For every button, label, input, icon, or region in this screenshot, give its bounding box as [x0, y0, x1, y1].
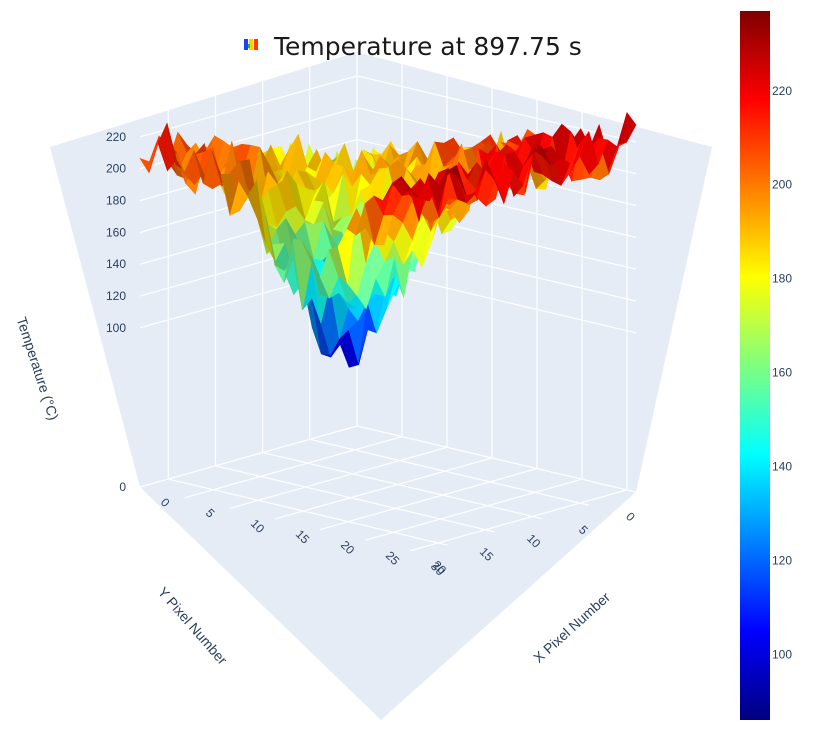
z-tick-label: 0	[119, 480, 126, 494]
z-axis-ticks: 0 100 120 140 160 180 200 220	[106, 130, 126, 494]
y-tick-label: 0	[623, 509, 638, 524]
colorbar-gradient	[740, 11, 770, 720]
colorbar-tick-label: 120	[772, 553, 792, 567]
grid-line-y	[167, 105, 448, 546]
temperature-surface	[139, 112, 637, 368]
z-tick-label: 120	[106, 289, 126, 303]
colorbar-tick-label: 140	[772, 459, 792, 473]
surface-cell	[409, 178, 429, 222]
colorbar-tick-label: 100	[772, 647, 792, 661]
grid-line-y	[214, 91, 495, 533]
title-group: Temperature at 897.75 s	[244, 32, 582, 61]
z-tick-label: 180	[106, 194, 126, 208]
z-axis-title: Temperature (°C)	[14, 315, 62, 422]
y-axis-title: Y Pixel Number	[155, 584, 231, 668]
colorbar-tick-label: 200	[772, 178, 792, 192]
chart-logo-icon	[244, 39, 258, 50]
z-tick-label: 220	[106, 130, 126, 144]
colorbar-tick-label: 220	[772, 84, 792, 98]
z-tick-label: 200	[106, 162, 126, 176]
x-axis-title: X Pixel Number	[530, 589, 613, 666]
colorbar-tick-label: 180	[772, 272, 792, 286]
z-tick-label: 160	[106, 225, 126, 239]
z-tick-label: 100	[106, 321, 126, 335]
chart-title: Temperature at 897.75 s	[273, 32, 582, 61]
z-tick-label: 140	[106, 257, 126, 271]
colorbar: 100 120 140 160 180 200 220	[740, 11, 792, 720]
colorbar-ticks: 100 120 140 160 180 200 220	[772, 84, 792, 661]
colorbar-tick-label: 160	[772, 366, 792, 380]
